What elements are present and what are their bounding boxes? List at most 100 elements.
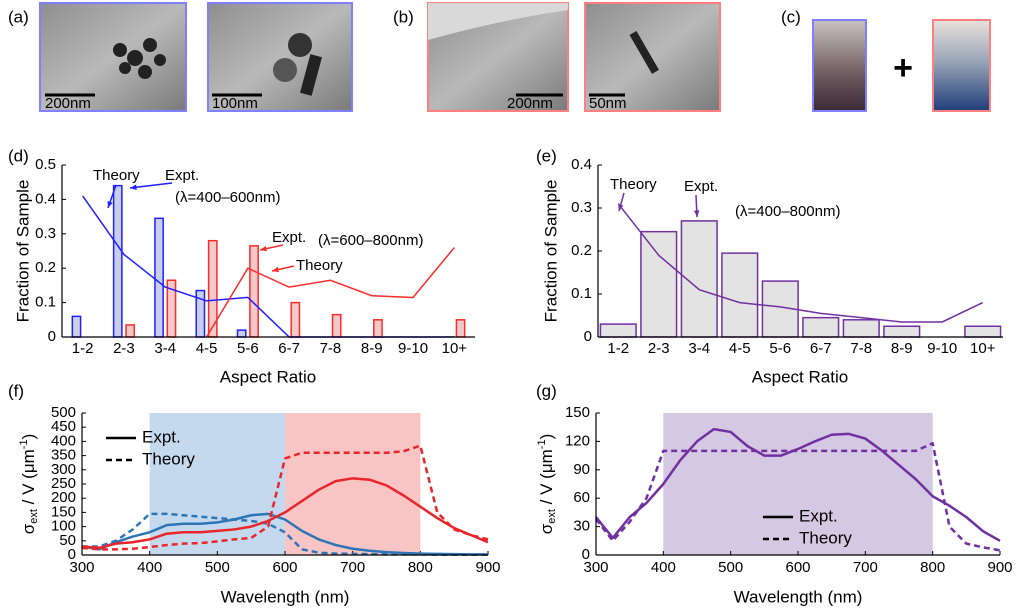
x-tick-label: 400: [137, 559, 162, 576]
legend-label: Expt.: [142, 427, 181, 446]
series-label: Theory: [296, 257, 343, 274]
x-tick-label: 300: [583, 559, 608, 576]
bar: [154, 217, 164, 338]
x-tick-label: 500: [205, 559, 230, 576]
bar: [883, 325, 921, 338]
x-tick-label: 6-7: [810, 340, 832, 357]
scale-bar-label: 200nm: [507, 95, 553, 112]
y-tick-label: 500: [51, 404, 76, 421]
bar: [236, 329, 247, 338]
x-tick-label: 1-2: [72, 340, 94, 357]
y-tick-label: 0.3: [35, 225, 56, 242]
y-axis-label-part: ext: [28, 509, 40, 524]
x-tick-label: 6-7: [278, 340, 300, 357]
bar: [373, 319, 383, 338]
y-tick-label: 90: [573, 461, 590, 478]
y-tick-label: 120: [565, 432, 590, 449]
series-label: Expt.: [684, 178, 718, 195]
bar: [71, 315, 82, 338]
x-tick-label: 700: [340, 559, 365, 576]
theory-line: [82, 195, 455, 338]
x-tick-label: 600: [785, 559, 810, 576]
x-tick-label: 8-9: [361, 340, 383, 357]
panel-label: (b): [393, 7, 414, 26]
y-axis-label: σext / V (μm-1): [18, 434, 40, 535]
x-tick-label: 7-8: [320, 340, 342, 357]
x-tick-label: 9-10: [398, 340, 428, 357]
y-tick-label: 0: [68, 546, 76, 563]
y-axis-label: σext / V (μm-1): [536, 434, 558, 535]
x-tick-label: 9-10: [927, 340, 957, 357]
x-tick-label: 900: [987, 559, 1012, 576]
spectrum-line: [595, 442, 1001, 552]
x-tick-label: 5-6: [769, 340, 791, 357]
x-tick-label: 2-3: [113, 340, 135, 357]
legend-label: Theory: [142, 449, 195, 468]
y-tick-label: 0.4: [571, 156, 592, 173]
y-tick-label: 150: [51, 503, 76, 520]
y-tick-label: 0.2: [571, 242, 592, 259]
tem-image: 50nm: [584, 2, 721, 112]
x-tick-label: 800: [920, 559, 945, 576]
x-axis-label: Wavelength (nm): [221, 587, 350, 606]
x-tick-label: 3-4: [154, 340, 176, 357]
panel-label: (f): [8, 381, 24, 400]
bar: [802, 316, 840, 338]
x-tick-label: 8-9: [891, 340, 913, 357]
arrow-head: [693, 210, 700, 217]
bar: [842, 319, 880, 338]
x-tick-label: 600: [272, 559, 297, 576]
series-label: Expt.: [165, 167, 199, 184]
bar: [721, 252, 759, 338]
y-tick-label: 50: [59, 532, 76, 549]
panel-label: (g): [536, 381, 557, 400]
y-tick-label: 450: [51, 418, 76, 435]
theory-line: [617, 203, 984, 323]
x-axis-label: Wavelength (nm): [734, 587, 863, 606]
arrow-head: [618, 204, 624, 211]
x-tick-label: 10+: [442, 340, 468, 357]
y-tick-label: 300: [51, 461, 76, 478]
y-tick-label: 0: [584, 328, 592, 345]
panel-label: (e): [536, 146, 557, 165]
y-axis-label-part: σ: [537, 523, 556, 534]
x-tick-label: 4-5: [729, 340, 751, 357]
panel-label: (c): [781, 7, 801, 26]
x-tick-label: 10+: [970, 340, 996, 357]
y-tick-label: 0.2: [35, 259, 56, 276]
y-tick-label: 250: [51, 475, 76, 492]
legend-label: Expt.: [799, 506, 838, 525]
y-tick-label: 0: [48, 328, 56, 345]
y-axis-label: Fraction of Sample: [541, 180, 560, 323]
scale-bar-label: 200nm: [45, 95, 91, 112]
x-tick-label: 3-4: [688, 340, 710, 357]
y-tick-label: 0.1: [35, 294, 56, 311]
x-axis-label: Aspect Ratio: [752, 367, 848, 386]
x-tick-label: 500: [718, 559, 743, 576]
x-tick-label: 900: [475, 559, 500, 576]
panel-label: (a): [8, 7, 29, 26]
charts: (d) 0 0.1 0.2 0.3 0.4 0.5 1-2 2-3 3-4 4-5 5-6 6-7 7-8…: [8, 146, 1013, 606]
bar: [599, 323, 637, 338]
tem-image: 100nm: [207, 2, 353, 112]
bar: [640, 230, 678, 338]
spectrum-line: [595, 427, 1001, 542]
spectrum-line: [81, 477, 489, 550]
flask-photo: [932, 19, 991, 112]
tem-image: 200nm: [427, 2, 569, 112]
y-axis-label: Fraction of Sample: [13, 180, 32, 323]
y-tick-label: 0.1: [571, 285, 592, 302]
panel-label: (d): [8, 146, 29, 165]
theory-line: [205, 247, 455, 338]
plus-sign: +: [893, 49, 913, 87]
x-tick-label: 300: [69, 559, 94, 576]
y-tick-label: 150: [565, 404, 590, 421]
y-tick-label: 0.4: [35, 190, 56, 207]
y-axis-label-part: / V (μm: [19, 449, 38, 509]
arrow-head: [260, 245, 267, 252]
y-axis-label-part: ): [19, 434, 38, 440]
x-tick-label: 800: [408, 559, 433, 576]
y-tick-label: 100: [51, 518, 76, 535]
y-tick-label: 200: [51, 489, 76, 506]
